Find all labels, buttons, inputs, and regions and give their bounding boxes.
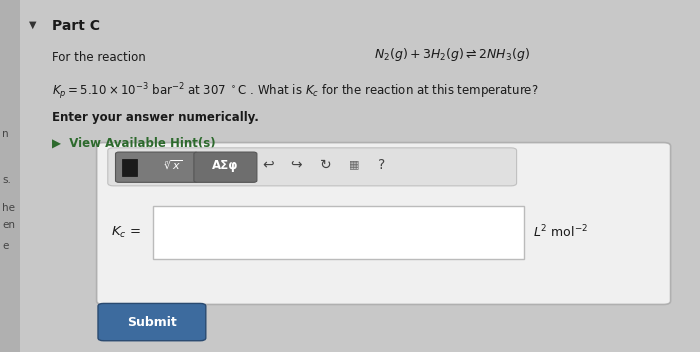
Text: $L^2$ mol$^{-2}$: $L^2$ mol$^{-2}$ bbox=[533, 224, 589, 241]
Text: ↻: ↻ bbox=[320, 158, 332, 172]
Text: ↩: ↩ bbox=[262, 158, 274, 172]
Text: en: en bbox=[2, 220, 15, 230]
FancyBboxPatch shape bbox=[116, 152, 198, 182]
Text: ↪: ↪ bbox=[290, 158, 302, 172]
Text: $N_2(g) + 3H_2(g) \rightleftharpoons 2NH_3(g)$: $N_2(g) + 3H_2(g) \rightleftharpoons 2NH… bbox=[374, 46, 531, 63]
Text: For the reaction: For the reaction bbox=[52, 51, 146, 64]
Text: AΣφ: AΣφ bbox=[212, 159, 239, 172]
FancyBboxPatch shape bbox=[98, 303, 206, 341]
Text: e: e bbox=[2, 241, 8, 251]
FancyBboxPatch shape bbox=[97, 143, 671, 304]
Text: $K_c$ =: $K_c$ = bbox=[111, 225, 141, 240]
Text: n: n bbox=[2, 129, 8, 139]
FancyBboxPatch shape bbox=[153, 206, 524, 259]
FancyBboxPatch shape bbox=[108, 148, 517, 186]
Text: ?: ? bbox=[378, 158, 385, 172]
Text: ▦: ▦ bbox=[349, 160, 359, 170]
FancyBboxPatch shape bbox=[194, 152, 257, 182]
Text: Part C: Part C bbox=[52, 19, 101, 33]
FancyBboxPatch shape bbox=[0, 0, 20, 352]
Text: ▼: ▼ bbox=[29, 19, 37, 29]
Text: Enter your answer numerically.: Enter your answer numerically. bbox=[52, 111, 260, 124]
Text: he: he bbox=[2, 203, 15, 213]
Text: ▶  View Available Hint(s): ▶ View Available Hint(s) bbox=[52, 137, 216, 150]
Text: $\sqrt[n]{x}$: $\sqrt[n]{x}$ bbox=[164, 159, 183, 172]
Text: Submit: Submit bbox=[127, 316, 177, 328]
FancyBboxPatch shape bbox=[122, 159, 137, 176]
Text: s.: s. bbox=[2, 175, 11, 184]
Text: $K_p = 5.10 \times 10^{-3}$ bar$^{-2}$ at 307 $^\circ$C . What is $K_c$ for the : $K_p = 5.10 \times 10^{-3}$ bar$^{-2}$ a… bbox=[52, 81, 539, 102]
